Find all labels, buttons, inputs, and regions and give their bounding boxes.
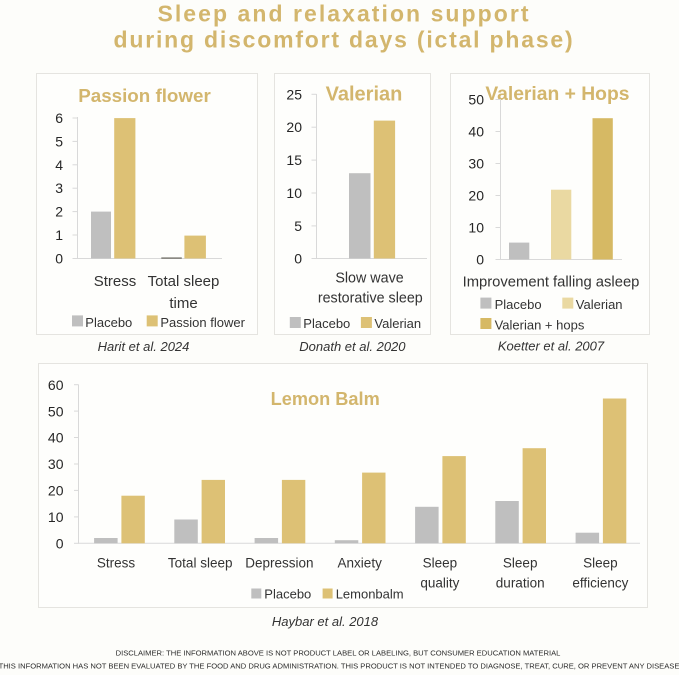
svg-text:30: 30 <box>468 156 484 172</box>
svg-text:Sleep and relaxation support: Sleep and relaxation support <box>157 1 530 27</box>
svg-text:6: 6 <box>55 110 63 126</box>
svg-text:10: 10 <box>286 185 302 201</box>
svg-text:Valerian: Valerian <box>326 84 403 106</box>
svg-text:Lemon Balm: Lemon Balm <box>271 389 380 409</box>
svg-text:Stress: Stress <box>94 273 137 290</box>
svg-text:50: 50 <box>468 92 484 108</box>
svg-text:25: 25 <box>286 86 302 102</box>
svg-text:0: 0 <box>55 251 63 267</box>
svg-text:40: 40 <box>468 124 484 140</box>
svg-text:Valerian: Valerian <box>374 316 421 331</box>
svg-text:3: 3 <box>55 180 63 196</box>
svg-text:Slow wave: Slow wave <box>335 271 403 287</box>
svg-text:15: 15 <box>286 152 302 168</box>
svg-text:20: 20 <box>468 188 484 204</box>
svg-text:10: 10 <box>48 509 64 525</box>
svg-text:0: 0 <box>56 535 64 551</box>
svg-text:time: time <box>169 295 197 312</box>
svg-text:Sleep: Sleep <box>583 556 618 571</box>
svg-text:Harit et al. 2024: Harit et al. 2024 <box>98 339 190 354</box>
svg-text:Placebo: Placebo <box>495 297 542 312</box>
svg-text:Passion flower: Passion flower <box>78 85 211 106</box>
svg-text:during discomfort days (ictal: during discomfort days (ictal phase) <box>114 27 575 53</box>
svg-text:Sleep: Sleep <box>503 556 538 571</box>
svg-text:Valerian: Valerian <box>576 297 623 312</box>
svg-text:1: 1 <box>55 227 63 243</box>
svg-text:10: 10 <box>468 220 484 236</box>
svg-text:quality: quality <box>420 576 459 591</box>
svg-text:60: 60 <box>48 377 64 393</box>
svg-text:0: 0 <box>294 251 302 267</box>
svg-text:20: 20 <box>286 119 302 135</box>
svg-text:Valerian + hops: Valerian + hops <box>495 317 585 332</box>
svg-text:Stress: Stress <box>97 556 136 571</box>
svg-text:duration: duration <box>496 576 545 591</box>
svg-text:Improvement falling asleep: Improvement falling asleep <box>463 275 640 291</box>
svg-text:DISCLAIMER: THE INFORMATION AB: DISCLAIMER: THE INFORMATION ABOVE IS NOT… <box>116 648 561 657</box>
svg-text:Placebo: Placebo <box>85 315 132 330</box>
svg-text:4: 4 <box>55 157 63 173</box>
svg-text:5: 5 <box>294 218 302 234</box>
svg-text:30: 30 <box>48 456 64 472</box>
svg-text:efficiency: efficiency <box>572 576 628 591</box>
svg-text:20: 20 <box>48 483 64 499</box>
svg-text:Total sleep: Total sleep <box>168 556 233 571</box>
svg-text:Haybar et al. 2018: Haybar et al. 2018 <box>272 614 379 629</box>
svg-text:5: 5 <box>55 133 63 149</box>
svg-text:Sleep: Sleep <box>423 556 458 571</box>
svg-text:Donath et al. 2020: Donath et al. 2020 <box>299 339 406 354</box>
svg-text:Placebo: Placebo <box>264 587 311 602</box>
svg-text:Lemonbalm: Lemonbalm <box>336 587 404 602</box>
svg-text:Valerian + Hops: Valerian + Hops <box>485 84 629 105</box>
svg-text:restorative sleep: restorative sleep <box>318 291 423 307</box>
svg-text:Placebo: Placebo <box>303 316 350 331</box>
svg-text:THIS INFORMATION HAS NOT BEEN: THIS INFORMATION HAS NOT BEEN EVALUATED … <box>0 661 679 670</box>
svg-text:50: 50 <box>48 403 64 419</box>
svg-text:Anxiety: Anxiety <box>338 556 383 571</box>
svg-text:Koetter et al. 2007: Koetter et al. 2007 <box>498 339 605 354</box>
svg-text:Passion flower: Passion flower <box>160 315 245 330</box>
svg-text:40: 40 <box>48 430 64 446</box>
svg-text:Total sleep: Total sleep <box>148 273 220 290</box>
svg-text:0: 0 <box>476 252 484 268</box>
svg-text:Depression: Depression <box>245 556 313 571</box>
svg-text:2: 2 <box>55 204 63 220</box>
